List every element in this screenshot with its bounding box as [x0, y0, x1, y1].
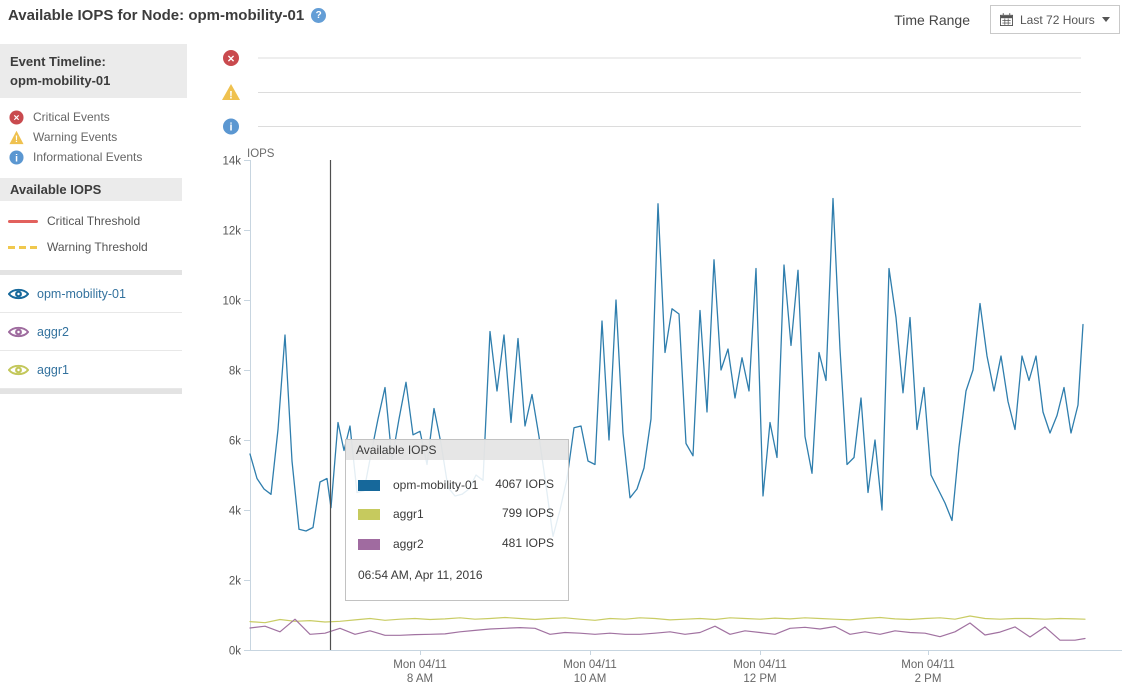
eye-icon — [8, 364, 29, 375]
svg-text:8k: 8k — [229, 366, 241, 378]
legend-item-warning-threshold: Warning Threshold — [0, 234, 187, 260]
info-event-icon: i — [9, 149, 24, 165]
svg-text:Mon 04/112 PM: Mon 04/11 2 PM — [901, 659, 955, 685]
series-toggle-aggr1[interactable]: aggr1 — [0, 351, 182, 389]
svg-text:14k: 14k — [222, 156, 241, 168]
tooltip-timestamp: 06:54 AM, Apr 11, 2016 — [358, 568, 483, 583]
threshold-legend: Critical Threshold Warning Threshold — [0, 201, 187, 260]
eye-icon — [8, 288, 29, 299]
event-timeline-header: Event Timeline: opm-mobility-01 — [0, 44, 187, 98]
critical-event-icon: ✕ — [9, 109, 24, 125]
tooltip-series-value: 799 IOPS — [501, 506, 554, 521]
divider — [0, 270, 182, 275]
series-label[interactable]: opm-mobility-01 — [37, 286, 126, 301]
event-timeline-title: Event Timeline: — [10, 54, 106, 69]
available-iops-chart[interactable]: ✕! i 0k 2k 4k 6k 8k 10k 12k 14k IOPS Mon 04/11 8 AM M… — [210, 40, 1126, 686]
legend-label: Warning Threshold — [47, 240, 148, 254]
svg-text:✕: ✕ — [13, 113, 20, 122]
svg-text:Mon 04/118 AM: Mon 04/11 8 AM — [393, 659, 447, 685]
page-title: Available IOPS for Node: opm-mobility-01… — [8, 7, 327, 24]
calendar-icon — [1000, 13, 1013, 26]
tooltip-series-value: 4067 IOPS — [495, 477, 554, 491]
divider — [0, 389, 182, 394]
svg-text:i: i — [15, 153, 18, 164]
svg-text:4k: 4k — [229, 506, 241, 518]
eye-icon — [8, 326, 29, 337]
svg-text:IOPS: IOPS — [247, 148, 275, 160]
series-toggle-opm-mobility-01[interactable]: opm-mobility-01 — [0, 275, 182, 313]
svg-text:10k: 10k — [222, 296, 241, 308]
event-legend: ✕ Critical Events ! Warning Events i Inf… — [0, 98, 187, 169]
legend-label: Informational Events — [33, 150, 143, 164]
event-timeline-node: opm-mobility-01 — [10, 73, 111, 88]
legend-item-critical-events: ✕ Critical Events — [0, 107, 187, 127]
series-color-swatch — [358, 509, 380, 521]
svg-text:6k: 6k — [229, 436, 241, 448]
tooltip-row: opm-mobility-01 4067 IOPS — [346, 471, 568, 500]
svg-text:!: ! — [15, 134, 18, 144]
tooltip-series-name: aggr1 — [393, 507, 424, 522]
series-label[interactable]: aggr1 — [37, 362, 69, 377]
series-toggle-aggr2[interactable]: aggr2 — [0, 313, 182, 351]
time-range-label: Time Range — [894, 12, 970, 28]
time-range-dropdown[interactable]: Last 72 Hours — [990, 5, 1120, 34]
help-icon[interactable]: ? — [311, 8, 327, 23]
warning-event-icon: ! — [9, 130, 24, 144]
tooltip-series-value: 481 IOPS — [501, 535, 554, 550]
time-range-value: Last 72 Hours — [1020, 12, 1095, 27]
warning-threshold-swatch — [8, 245, 38, 249]
tooltip-series-name: opm-mobility-01 — [393, 478, 479, 492]
svg-text:✕: ✕ — [227, 54, 235, 65]
legend-label: Warning Events — [33, 130, 118, 144]
available-iops-section-title: Available IOPS — [0, 178, 182, 201]
svg-text:!: ! — [229, 90, 233, 102]
legend-item-critical-threshold: Critical Threshold — [0, 208, 187, 234]
tooltip-series-name: aggr2 — [393, 536, 424, 551]
legend-item-warning-events: ! Warning Events — [0, 127, 187, 147]
svg-text:12k: 12k — [222, 226, 241, 238]
series-color-swatch — [358, 538, 380, 550]
svg-text:i: i — [229, 121, 232, 133]
tooltip-rows: opm-mobility-01 4067 IOPS aggr1 799 IOPS… — [346, 460, 568, 559]
series-color-swatch — [358, 480, 380, 491]
tooltip-title: Available IOPS — [346, 440, 568, 460]
tooltip-row: aggr1 799 IOPS — [346, 500, 568, 529]
legend-label: Critical Threshold — [47, 214, 141, 228]
chevron-down-icon — [1102, 17, 1110, 22]
critical-threshold-swatch — [8, 219, 38, 223]
svg-text:2k: 2k — [229, 576, 241, 588]
chart-tooltip: Available IOPS opm-mobility-01 4067 IOPS… — [345, 439, 569, 601]
tooltip-row: aggr2 481 IOPS — [346, 530, 568, 559]
sidebar: Event Timeline: opm-mobility-01 ✕ Critic… — [0, 44, 187, 394]
legend-item-informational-events: i Informational Events — [0, 147, 187, 167]
page-title-text: Available IOPS for Node: opm-mobility-01 — [8, 7, 305, 24]
svg-text:0k: 0k — [229, 646, 241, 658]
legend-label: Critical Events — [33, 110, 110, 124]
series-label[interactable]: aggr2 — [37, 324, 69, 339]
